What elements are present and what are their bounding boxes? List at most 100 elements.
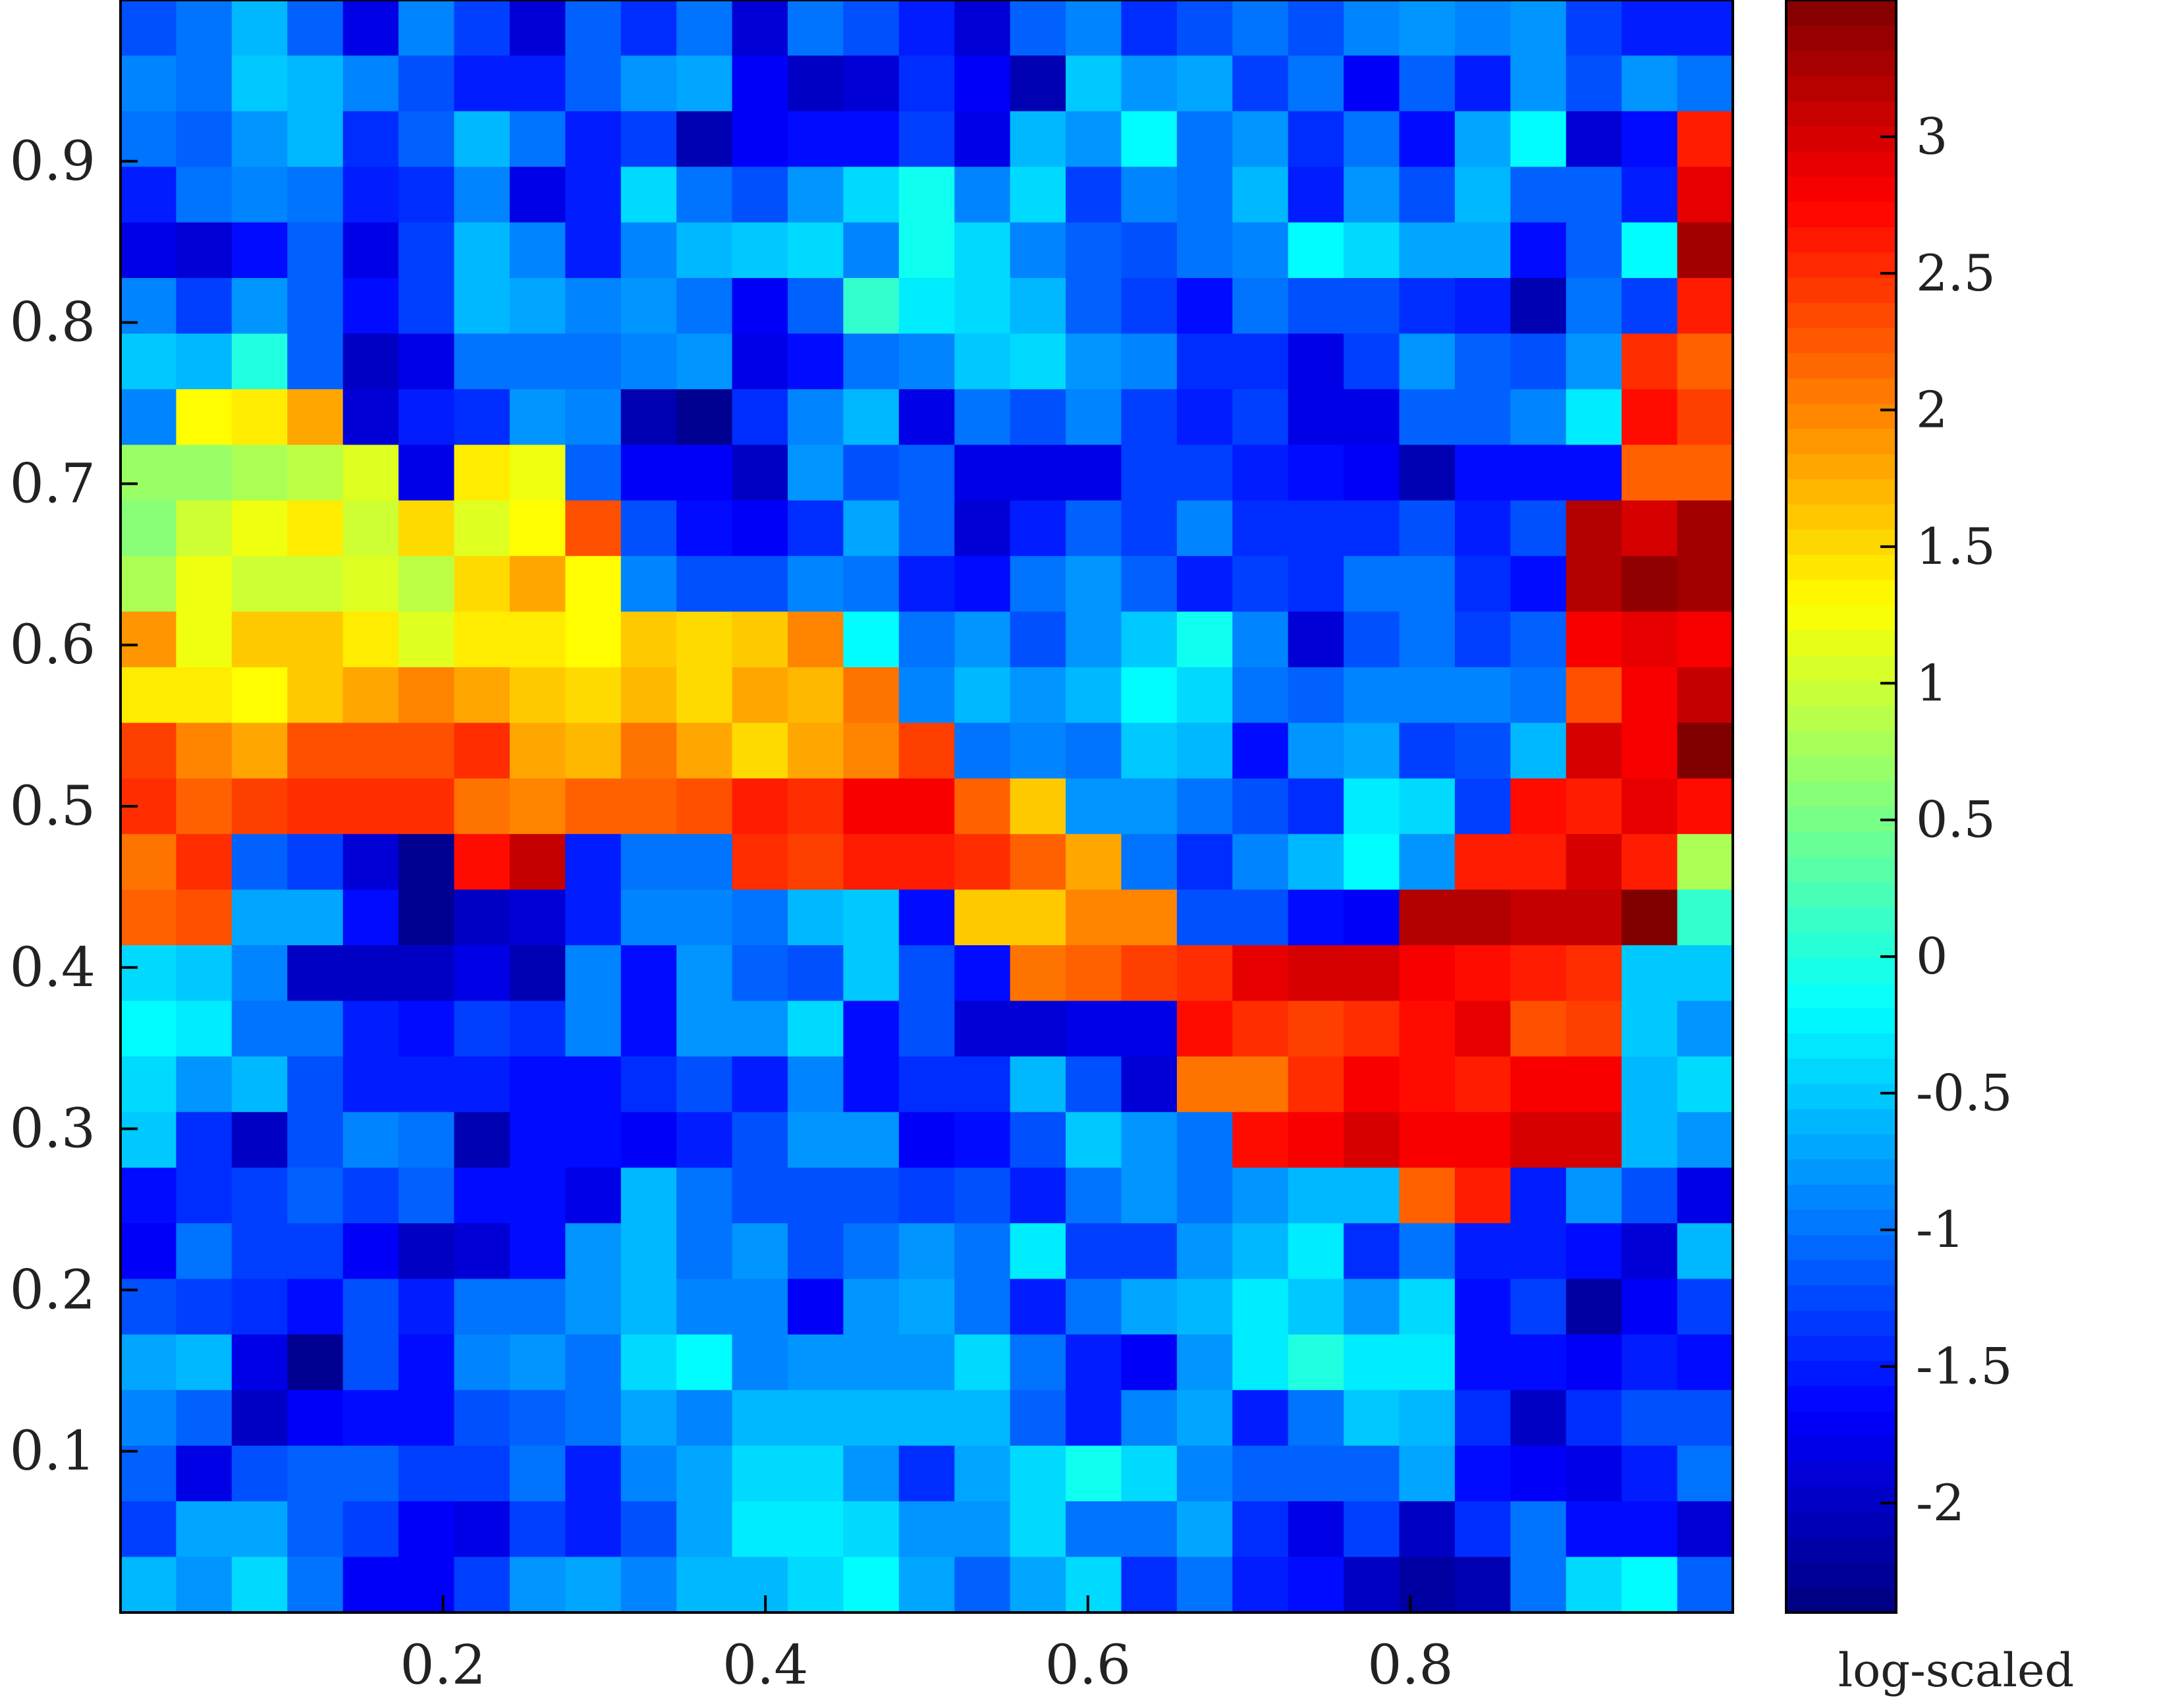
heatmap-cell xyxy=(732,611,788,668)
heatmap-cell xyxy=(287,389,344,446)
heatmap-cell xyxy=(509,1279,566,1335)
heatmap-cell xyxy=(1176,0,1234,57)
heatmap-cell xyxy=(398,834,455,891)
heatmap-cell xyxy=(954,1556,1011,1613)
heatmap-cell xyxy=(1010,1001,1066,1057)
heatmap-cell xyxy=(1677,0,1733,57)
heatmap-cell xyxy=(342,1390,399,1446)
heatmap-cell xyxy=(954,222,1011,279)
colorbar-tick-label: -2 xyxy=(1916,1474,1965,1532)
heatmap-cell xyxy=(732,945,788,1002)
heatmap-cell xyxy=(1010,500,1066,557)
heatmap-cell xyxy=(121,1390,177,1446)
heatmap-cell xyxy=(843,389,900,446)
heatmap-cell xyxy=(1344,1445,1400,1502)
heatmap-cell xyxy=(898,333,955,390)
heatmap-cell xyxy=(509,667,566,724)
y-tick-label: 0.4 xyxy=(10,937,95,999)
heatmap-cell xyxy=(565,611,622,668)
heatmap-cell xyxy=(176,333,232,390)
colorbar-swatch xyxy=(1786,252,1896,278)
colorbar-swatch xyxy=(1786,1284,1896,1311)
heatmap-cell xyxy=(1066,222,1122,279)
heatmap-cell xyxy=(1066,667,1122,724)
heatmap-cell xyxy=(787,889,844,946)
colorbar-swatch xyxy=(1786,781,1896,807)
heatmap-cell xyxy=(1677,1056,1733,1113)
heatmap-cell xyxy=(620,1167,677,1224)
heatmap-cell xyxy=(1066,1167,1122,1224)
heatmap-cell xyxy=(620,1112,677,1169)
heatmap-cell xyxy=(398,55,455,112)
heatmap-cell xyxy=(1622,945,1678,1002)
heatmap-cell xyxy=(787,1167,844,1224)
heatmap-cell xyxy=(509,1390,566,1446)
heatmap-cell xyxy=(1399,834,1456,891)
heatmap-cell xyxy=(787,1056,844,1113)
colorbar-swatch xyxy=(1786,1209,1896,1236)
heatmap-cell xyxy=(509,1556,566,1613)
heatmap-cell xyxy=(176,1390,232,1446)
heatmap-cell xyxy=(1288,1334,1344,1391)
heatmap-cell xyxy=(121,1445,177,1502)
heatmap-cell xyxy=(398,1167,455,1224)
heatmap-cell xyxy=(898,1556,955,1613)
heatmap-cell xyxy=(342,1445,399,1502)
heatmap-cell xyxy=(1566,1556,1622,1613)
heatmap-cell xyxy=(121,500,177,557)
heatmap-cell xyxy=(1677,1167,1733,1224)
heatmap-cell xyxy=(1510,500,1567,557)
heatmap-cell xyxy=(1399,1279,1456,1335)
heatmap-cell xyxy=(1288,500,1344,557)
heatmap-cell xyxy=(176,1167,232,1224)
heatmap-cell xyxy=(1066,723,1122,779)
heatmap-cell xyxy=(565,55,622,112)
heatmap-cell xyxy=(787,0,844,57)
heatmap-cell xyxy=(231,1279,288,1335)
heatmap-cell xyxy=(509,389,566,446)
heatmap-cell xyxy=(1454,111,1512,168)
heatmap-cell xyxy=(454,834,510,891)
heatmap-cell xyxy=(1288,333,1344,390)
heatmap-cell xyxy=(1677,1390,1733,1446)
heatmap-cell xyxy=(121,278,177,335)
heatmap-cell xyxy=(1622,778,1678,835)
heatmap-cell xyxy=(176,667,232,724)
heatmap-cell xyxy=(1344,556,1400,613)
heatmap-cell xyxy=(787,222,844,279)
heatmap-cell xyxy=(1344,1167,1400,1224)
heatmap-cell xyxy=(342,1279,399,1335)
heatmap-cell xyxy=(1677,278,1733,335)
heatmap-cell xyxy=(843,500,900,557)
heatmap-cell xyxy=(1121,0,1178,57)
colorbar-swatch xyxy=(1786,277,1896,303)
heatmap-cell xyxy=(121,0,177,57)
heatmap-cell xyxy=(1066,1223,1122,1280)
heatmap-cell xyxy=(787,1501,844,1558)
heatmap-cell xyxy=(1622,834,1678,891)
heatmap-cell xyxy=(1176,834,1234,891)
heatmap-cell xyxy=(1232,55,1289,112)
heatmap-cell xyxy=(1399,1334,1456,1391)
colorbar-tick-label: 3 xyxy=(1916,107,1948,165)
colorbar-tick-label: -1.5 xyxy=(1916,1337,2013,1396)
heatmap-cell xyxy=(287,1112,344,1169)
heatmap-cell xyxy=(1622,389,1678,446)
heatmap-cell xyxy=(176,778,232,835)
heatmap-cell xyxy=(1121,1167,1178,1224)
heatmap-cell xyxy=(1010,445,1066,501)
heatmap-cell xyxy=(1121,1390,1178,1446)
heatmap-cell xyxy=(231,1223,288,1280)
heatmap-cell xyxy=(509,1445,566,1502)
heatmap-cell xyxy=(1399,333,1456,390)
heatmap-cell xyxy=(898,445,955,501)
heatmap-cell xyxy=(954,1056,1011,1113)
heatmap-cell xyxy=(342,611,399,668)
heatmap-cell xyxy=(732,500,788,557)
colorbar-swatch xyxy=(1786,1385,1896,1412)
heatmap-cell xyxy=(121,1112,177,1169)
heatmap-cell xyxy=(898,1390,955,1446)
heatmap-cell xyxy=(565,778,622,835)
heatmap-cell xyxy=(398,0,455,57)
heatmap-cell xyxy=(954,278,1011,335)
